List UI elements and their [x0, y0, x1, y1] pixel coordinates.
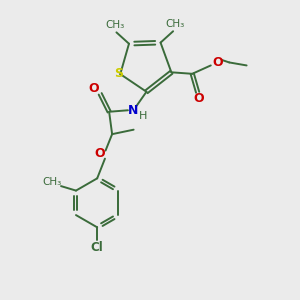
Text: O: O — [88, 82, 99, 95]
Text: S: S — [114, 67, 123, 80]
Text: Cl: Cl — [91, 241, 103, 254]
Text: O: O — [212, 56, 223, 69]
Text: CH₃: CH₃ — [43, 177, 62, 187]
Text: N: N — [128, 104, 138, 117]
Text: O: O — [95, 147, 106, 160]
Text: CH₃: CH₃ — [165, 19, 184, 29]
Text: CH₃: CH₃ — [105, 20, 124, 30]
Text: H: H — [138, 111, 147, 121]
Text: O: O — [194, 92, 204, 105]
